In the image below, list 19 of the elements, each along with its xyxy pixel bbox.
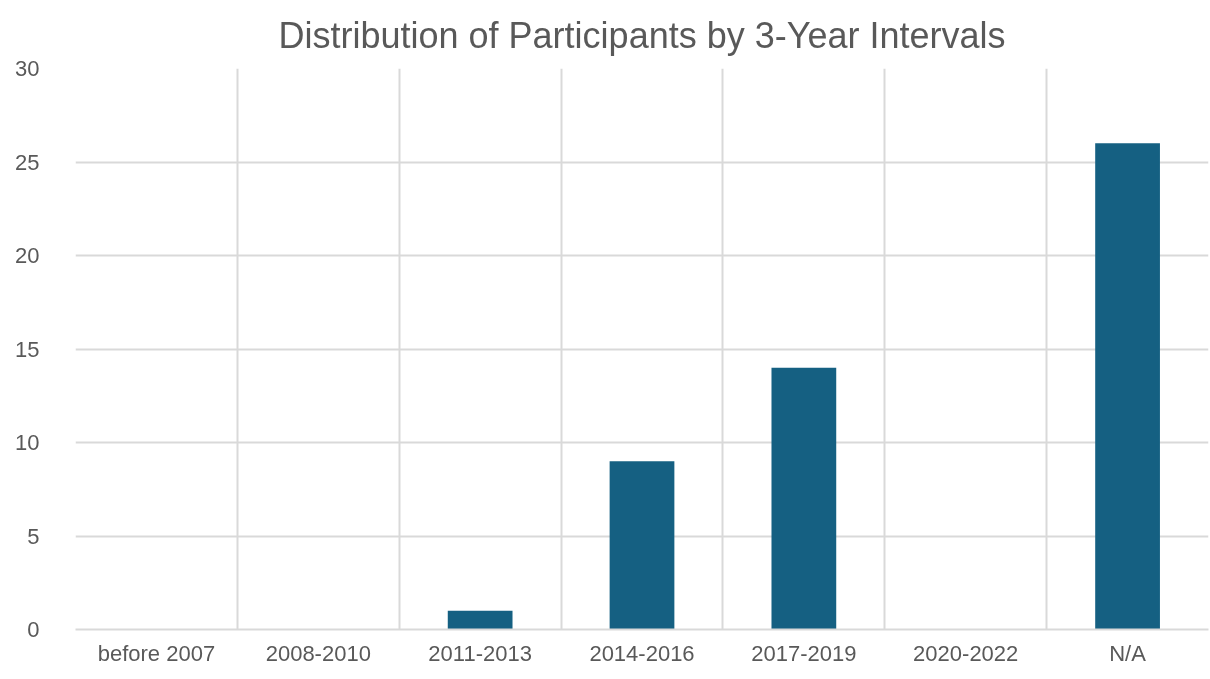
bar [447,610,513,630]
y-tick-label: 10 [15,430,40,455]
bar [1095,143,1160,630]
x-tick-label: 2017-2019 [751,640,857,666]
x-tick-label: before 2007 [97,640,216,666]
y-tick-label: 20 [15,243,40,268]
x-tick-label: N/A [1109,640,1147,666]
x-tick-label: 2020-2022 [913,640,1019,666]
bar [609,461,675,630]
y-tick-label: 0 [27,617,40,642]
chart-title: Distribution of Participants by 3-Year Intervals [278,15,1006,56]
x-tick-label: 2014-2016 [589,640,695,666]
y-tick-label: 15 [15,336,40,362]
y-tick-label: 5 [27,523,40,549]
y-tick-label: 25 [15,149,40,175]
bar [771,367,837,630]
x-tick-label: 2011-2013 [428,640,532,666]
y-tick-label: 30 [15,56,40,81]
x-tick-label: 2008-2010 [265,640,371,666]
